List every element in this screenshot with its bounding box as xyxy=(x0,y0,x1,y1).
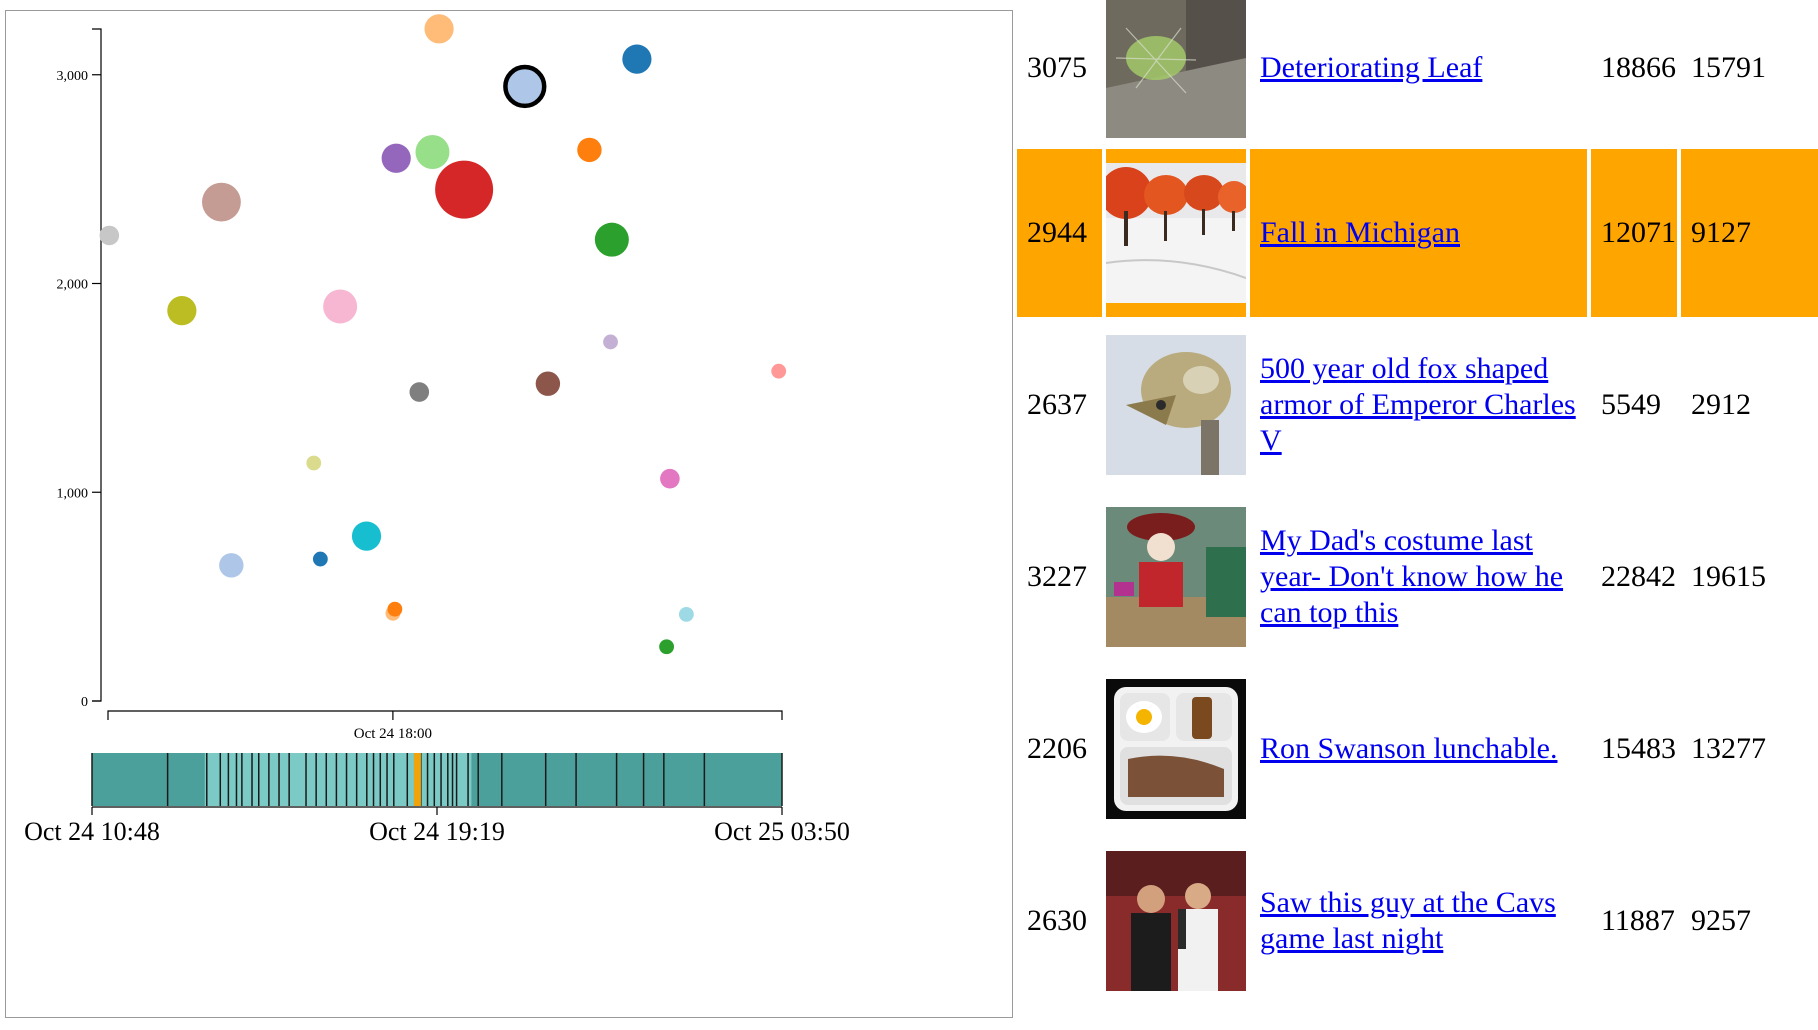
data-point[interactable] xyxy=(415,134,450,169)
score-cell: 2630 xyxy=(1027,904,1087,937)
data-point[interactable] xyxy=(771,363,787,379)
thumbnail-cell[interactable] xyxy=(1106,330,1246,480)
data-point[interactable] xyxy=(99,225,120,246)
autumn-trees-thumbnail[interactable] xyxy=(1106,163,1246,303)
data-point[interactable] xyxy=(660,468,680,489)
title-cell: 500 year old fox shaped armor of Emperor… xyxy=(1250,330,1587,480)
table-row[interactable]: 3227 My Dad's costume last year- Don't k… xyxy=(1017,502,1818,652)
thumbnail-cell[interactable] xyxy=(1106,149,1246,317)
data-point[interactable] xyxy=(659,639,674,655)
y-tick-label: 1,000 xyxy=(57,486,89,501)
leaf-thumbnail[interactable] xyxy=(1106,0,1246,138)
data-point[interactable] xyxy=(622,44,652,74)
data-point[interactable] xyxy=(603,334,618,350)
brush-selection[interactable] xyxy=(204,753,472,806)
upvotes-cell: 12071 xyxy=(1591,149,1677,317)
y-tick-label: 0 xyxy=(81,695,88,710)
data-point[interactable] xyxy=(387,601,403,617)
y-axis-line xyxy=(92,28,102,702)
x-axis-line xyxy=(107,710,783,720)
post-title-link[interactable]: 500 year old fox shaped armor of Emperor… xyxy=(1260,352,1576,457)
thumbnail-cell[interactable] xyxy=(1106,502,1246,652)
post-title-link[interactable]: Deteriorating Leaf xyxy=(1260,51,1483,84)
upvotes-cell: 18866 xyxy=(1601,51,1676,84)
downvotes-cell: 2912 xyxy=(1691,388,1751,421)
costume-thumbnail[interactable] xyxy=(1106,507,1246,647)
post-title-link[interactable]: Ron Swanson lunchable. xyxy=(1260,732,1558,765)
posts-table: 3075 Deteriorating Leaf 18866 15791 2944 xyxy=(1017,0,1818,1030)
timeline-tick-label: Oct 25 03:50 xyxy=(714,817,850,846)
data-point[interactable] xyxy=(312,551,328,567)
data-point[interactable] xyxy=(306,455,322,471)
data-point[interactable] xyxy=(535,371,561,396)
downvotes-cell: 19615 xyxy=(1691,560,1766,593)
table-row[interactable]: 2944 Fall in Michigan 12071 9127 xyxy=(1017,149,1818,317)
data-point[interactable] xyxy=(167,296,197,326)
downvotes-cell: 13277 xyxy=(1691,732,1766,765)
downvotes-cell: 15791 xyxy=(1691,51,1766,84)
crowd-photo-thumbnail[interactable] xyxy=(1106,851,1246,991)
title-cell: Saw this guy at the Cavs game last night xyxy=(1250,846,1587,996)
score-cell: 2206 xyxy=(1027,732,1087,765)
data-point[interactable] xyxy=(381,143,411,173)
timeline-tick-label: Oct 24 19:19 xyxy=(369,817,505,846)
data-point[interactable] xyxy=(424,14,454,44)
score-cell: 3227 xyxy=(1027,560,1087,593)
y-tick-label: 2,000 xyxy=(57,278,89,293)
upvotes-cell: 5549 xyxy=(1601,388,1661,421)
lunch-tray-thumbnail[interactable] xyxy=(1106,679,1246,819)
thumbnail-cell[interactable] xyxy=(1106,0,1246,138)
upvotes-cell: 22842 xyxy=(1601,560,1676,593)
data-point[interactable] xyxy=(678,606,694,622)
data-point[interactable] xyxy=(202,182,241,222)
chart-panel: 0 1,000 2,000 3,000 Oct 24 18:00 Oct 24 10:48… xyxy=(5,10,1013,1018)
data-point[interactable] xyxy=(594,222,629,257)
title-cell: My Dad's costume last year- Don't know h… xyxy=(1250,502,1587,652)
data-point[interactable] xyxy=(435,160,494,219)
x-tick-label: Oct 24 18:00 xyxy=(354,726,432,742)
downvotes-cell: 9127 xyxy=(1681,149,1818,317)
score-cell: 2944 xyxy=(1017,149,1102,317)
post-title-link[interactable]: My Dad's costume last year- Don't know h… xyxy=(1260,524,1564,629)
data-point[interactable] xyxy=(323,289,358,324)
data-point[interactable] xyxy=(409,382,430,402)
table-row[interactable]: 2630 Saw this guy at the Cavs game last … xyxy=(1017,846,1818,996)
scatter-chart[interactable]: 0 1,000 2,000 3,000 Oct 24 18:00 Oct 24 10:48… xyxy=(6,11,1011,1016)
table-row[interactable]: 2637 500 year old fox shaped armor of Em… xyxy=(1017,330,1818,480)
post-title-link[interactable]: Saw this guy at the Cavs game last night xyxy=(1260,886,1556,955)
data-point[interactable] xyxy=(219,553,244,578)
table-row[interactable]: 3075 Deteriorating Leaf 18866 15791 xyxy=(1017,0,1818,138)
y-tick-label: 3,000 xyxy=(57,69,89,84)
selected-data-point[interactable] xyxy=(503,64,547,109)
timeline-tick-label: Oct 24 10:48 xyxy=(24,817,160,846)
upvotes-cell: 15483 xyxy=(1601,732,1676,765)
thumbnail-cell[interactable] xyxy=(1106,846,1246,996)
score-cell: 2637 xyxy=(1027,388,1087,421)
upvotes-cell: 11887 xyxy=(1601,904,1675,937)
title-cell: Ron Swanson lunchable. xyxy=(1250,674,1587,824)
downvotes-cell: 9257 xyxy=(1691,904,1751,937)
data-point[interactable] xyxy=(577,137,602,163)
thumbnail-cell[interactable] xyxy=(1106,674,1246,824)
table-row[interactable]: 2206 Ron Swanson lunchable. 15483 13277 xyxy=(1017,674,1818,824)
title-cell: Deteriorating Leaf xyxy=(1250,10,1587,126)
title-cell: Fall in Michigan xyxy=(1250,149,1587,317)
timeline-highlight-marker xyxy=(413,753,421,806)
score-cell: 3075 xyxy=(1027,51,1087,84)
data-point[interactable] xyxy=(351,521,382,551)
post-title-link[interactable]: Fall in Michigan xyxy=(1260,216,1460,249)
fox-helmet-thumbnail[interactable] xyxy=(1106,335,1246,475)
